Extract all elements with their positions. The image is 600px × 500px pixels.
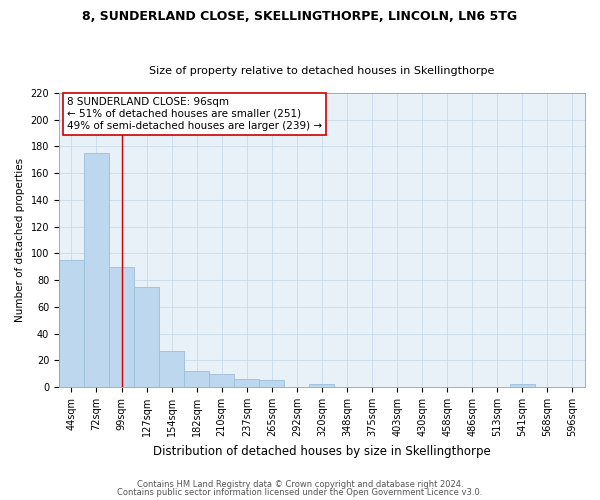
Bar — [259, 380, 284, 387]
Text: 8, SUNDERLAND CLOSE, SKELLINGTHORPE, LINCOLN, LN6 5TG: 8, SUNDERLAND CLOSE, SKELLINGTHORPE, LIN… — [82, 10, 518, 23]
Bar — [159, 351, 184, 387]
Bar — [59, 260, 84, 387]
Bar — [134, 287, 159, 387]
Bar — [310, 384, 334, 387]
Bar — [109, 266, 134, 387]
X-axis label: Distribution of detached houses by size in Skellingthorpe: Distribution of detached houses by size … — [153, 444, 491, 458]
Bar — [209, 374, 234, 387]
Text: 8 SUNDERLAND CLOSE: 96sqm
← 51% of detached houses are smaller (251)
49% of semi: 8 SUNDERLAND CLOSE: 96sqm ← 51% of detac… — [67, 98, 322, 130]
Bar — [234, 379, 259, 387]
Bar — [84, 153, 109, 387]
Bar — [184, 371, 209, 387]
Y-axis label: Number of detached properties: Number of detached properties — [15, 158, 25, 322]
Text: Contains HM Land Registry data © Crown copyright and database right 2024.: Contains HM Land Registry data © Crown c… — [137, 480, 463, 489]
Text: Contains public sector information licensed under the Open Government Licence v3: Contains public sector information licen… — [118, 488, 482, 497]
Bar — [510, 384, 535, 387]
Title: Size of property relative to detached houses in Skellingthorpe: Size of property relative to detached ho… — [149, 66, 494, 76]
